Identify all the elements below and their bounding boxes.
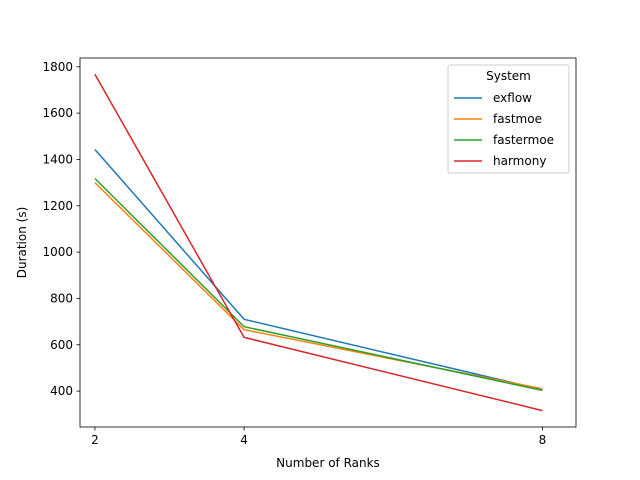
y-tick-label: 1800 (42, 60, 73, 74)
y-tick-label: 1600 (42, 106, 73, 120)
x-tick-label: 4 (240, 433, 248, 447)
y-tick-label: 400 (50, 384, 73, 398)
x-axis-ticks: 2 4 8 (91, 427, 546, 447)
y-axis-ticks: 400 600 800 1000 1200 1400 1600 1800 (42, 60, 80, 398)
y-tick-label: 1200 (42, 199, 73, 213)
x-tick-label: 8 (539, 433, 547, 447)
legend-title: System (486, 69, 531, 83)
axes-frame (79, 57, 577, 428)
y-tick-label: 600 (50, 338, 73, 352)
legend-label-fastmoe: fastmoe (493, 112, 542, 126)
legend-frame (447, 64, 570, 174)
legend: System exflow fastmoe fastermoe harmony (447, 64, 570, 174)
legend-label-exflow: exflow (493, 91, 532, 105)
x-axis-label: Number of Ranks (276, 456, 380, 470)
series-line-harmony (94, 73, 543, 412)
y-tick-label: 1400 (42, 152, 73, 166)
legend-label-fastermoe: fastermoe (493, 133, 554, 147)
series-layer (94, 73, 543, 412)
y-tick-label: 800 (50, 291, 73, 305)
y-tick-label: 1000 (42, 245, 73, 259)
legend-label-harmony: harmony (493, 154, 546, 168)
axes-spines (79, 57, 577, 428)
series-line-fastermoe (94, 177, 543, 392)
y-axis-label: Duration (s) (15, 207, 29, 279)
x-tick-label: 2 (91, 433, 99, 447)
series-line-exflow (94, 149, 543, 391)
legend-entries: exflow fastmoe fastermoe harmony (454, 91, 554, 168)
